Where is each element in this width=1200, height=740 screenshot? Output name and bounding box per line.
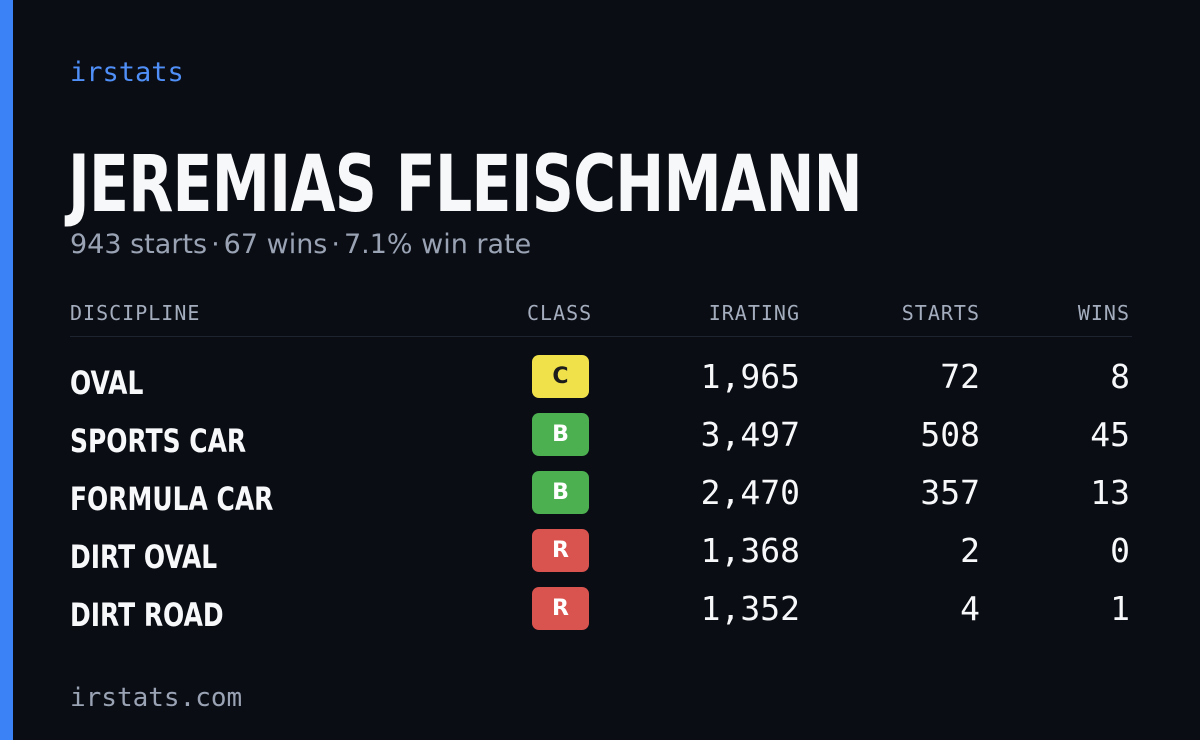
discipline-label: SPORTS CAR (70, 422, 247, 460)
starts-value: 357 (920, 473, 980, 512)
class-badge: C (532, 355, 589, 398)
table-row: FORMULA CAR B 2,470 357 13 (70, 471, 1132, 529)
starts-value: 2 (960, 531, 980, 570)
class-badge: B (532, 413, 589, 456)
wins-value: 0 (1110, 531, 1130, 570)
player-name: JEREMIAS FLEISCHMANN (68, 140, 863, 230)
player-summary: 943 starts · 67 wins · 7.1% win rate (70, 228, 531, 262)
header-discipline: DISCIPLINE (70, 301, 201, 325)
summary-starts: 943 starts (70, 229, 208, 260)
starts-value: 4 (960, 589, 980, 628)
header-wins: WINS (1077, 301, 1130, 325)
starts-value: 72 (940, 357, 980, 396)
table-row: SPORTS CAR B 3,497 508 45 (70, 413, 1132, 471)
discipline-label: DIRT ROAD (70, 596, 224, 634)
starts-value: 508 (920, 415, 980, 454)
accent-bar (0, 0, 13, 740)
table-row: DIRT OVAL R 1,368 2 0 (70, 529, 1132, 587)
discipline-stats-table: DISCIPLINE CLASS IRATING STARTS WINS OVA… (70, 298, 1132, 645)
header-starts: STARTS (901, 301, 980, 325)
table-row: OVAL C 1,965 72 8 (70, 355, 1132, 413)
class-badge: R (532, 587, 589, 630)
discipline-label: OVAL (70, 364, 144, 402)
irating-value: 1,965 (700, 357, 800, 396)
wins-value: 8 (1110, 357, 1130, 396)
table-header: DISCIPLINE CLASS IRATING STARTS WINS (70, 298, 1132, 337)
irating-value: 2,470 (700, 473, 800, 512)
irating-value: 1,368 (700, 531, 800, 570)
class-badge: R (532, 529, 589, 572)
irating-value: 1,352 (700, 589, 800, 628)
wins-value: 13 (1090, 473, 1130, 512)
class-badge: B (532, 471, 589, 514)
header-irating: IRATING (708, 301, 800, 325)
discipline-label: DIRT OVAL (70, 538, 218, 576)
brand-logo[interactable]: irstats (70, 57, 184, 88)
irating-value: 3,497 (700, 415, 800, 454)
wins-value: 1 (1110, 589, 1130, 628)
summary-win-rate: 7.1% win rate (343, 229, 532, 260)
summary-wins: 67 wins (223, 229, 328, 260)
summary-separator: · (211, 229, 220, 260)
header-class: CLASS (527, 301, 593, 325)
summary-separator: · (331, 229, 340, 260)
footer-site-link[interactable]: irstats.com (70, 683, 243, 713)
table-row: DIRT ROAD R 1,352 4 1 (70, 587, 1132, 645)
table-body: OVAL C 1,965 72 8 SPORTS CAR B 3,497 508… (70, 355, 1132, 645)
wins-value: 45 (1090, 415, 1130, 454)
discipline-label: FORMULA CAR (70, 480, 274, 518)
